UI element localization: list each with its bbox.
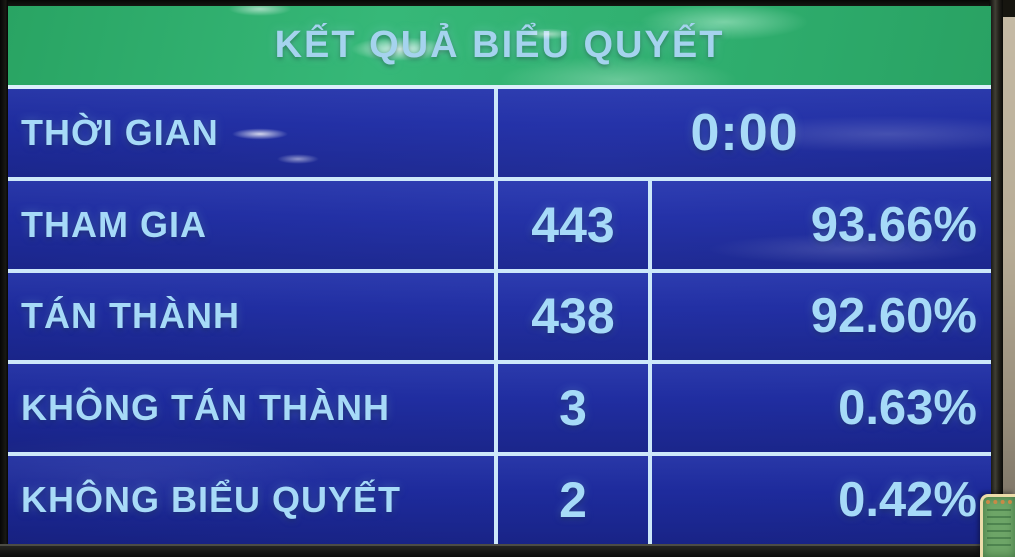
wall-background: [1002, 0, 1015, 557]
table-row-khong-bieu-quyet: KHÔNG BIỂU QUYẾT 2 0.42%: [8, 452, 991, 544]
table-row-thoi-gian: THỜI GIAN 0:00: [8, 89, 991, 177]
row-label: TÁN THÀNH: [21, 295, 240, 337]
row-label: THAM GIA: [21, 203, 207, 245]
percent-value: 0.63%: [648, 364, 991, 453]
percent-value: 0.42%: [648, 456, 991, 544]
table-row-khong-tan-thanh: KHÔNG TÁN THÀNH 3 0.63%: [8, 360, 991, 453]
green-card-dots: [986, 500, 1012, 504]
green-card-lines: [987, 509, 1011, 551]
table-row-tham-gia: THAM GIA 443 93.66%: [8, 176, 991, 269]
board-title-bar: KẾT QUẢ BIỂU QUYẾT: [8, 6, 991, 89]
board-title: KẾT QUẢ BIỂU QUYẾT: [274, 24, 725, 66]
screen-bezel-bottom: [0, 544, 1003, 557]
percent-value: 92.60%: [648, 272, 991, 361]
percent-value: 93.66%: [648, 180, 991, 269]
wall-shadow: [1001, 0, 1015, 17]
row-label: KHÔNG TÁN THÀNH: [21, 387, 390, 429]
time-value: 0:00: [494, 89, 991, 177]
count-value: 438: [494, 272, 648, 361]
count-value: 3: [494, 364, 648, 453]
vote-results-board: KẾT QUẢ BIỂU QUYẾT THỜI GIAN 0:00 THAM G…: [8, 6, 991, 544]
count-value: 443: [494, 180, 648, 269]
row-label: THỜI GIAN: [21, 111, 219, 153]
screen-bezel-top: [0, 0, 1003, 6]
results-table: THỜI GIAN 0:00 THAM GIA 443 93.66% TÁN T…: [8, 89, 991, 544]
screen-bezel-right: [989, 0, 1003, 557]
screen-bezel-left: [0, 0, 8, 557]
green-card: [980, 494, 1015, 557]
table-row-tan-thanh: TÁN THÀNH 438 92.60%: [8, 268, 991, 361]
count-value: 2: [494, 456, 648, 544]
row-label: KHÔNG BIỂU QUYẾT: [21, 479, 402, 521]
